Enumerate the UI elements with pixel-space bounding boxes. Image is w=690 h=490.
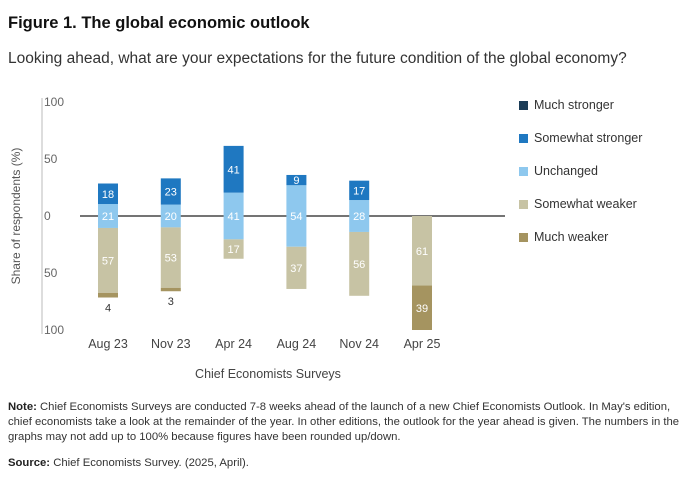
somewhat-stronger-data-label: 23	[165, 186, 177, 198]
somewhat-stronger-data-label: 17	[353, 185, 365, 197]
unchanged-data-label: 54	[290, 211, 302, 223]
somewhat-weaker-data-label: 53	[165, 253, 177, 265]
much-weaker-legend-swatch	[519, 233, 528, 242]
somewhat-stronger-bar	[286, 174, 307, 186]
x-tick-label: Nov 23	[151, 337, 191, 351]
y-axis-title: Share of respondents (%)	[9, 148, 23, 285]
somewhat-weaker-data-label: 57	[102, 255, 114, 267]
unchanged-bar	[160, 204, 181, 228]
chart: 100 50 0 50 100 Share of respondents (%) Aug 2…	[9, 95, 642, 381]
much-stronger-legend-swatch	[519, 101, 528, 110]
somewhat-stronger-data-label: 9	[293, 175, 299, 187]
somewhat-weaker-bar	[412, 216, 432, 286]
x-axis-title: Chief Economists Surveys	[195, 367, 341, 381]
somewhat-weaker-legend-swatch	[519, 200, 528, 209]
somewhat-weaker-data-label: 56	[353, 259, 365, 271]
much-weaker-data-label: 39	[416, 303, 428, 315]
unchanged-bar	[223, 192, 244, 240]
somewhat-weaker-data-label: 17	[227, 244, 239, 256]
y-tick-label: 100	[44, 323, 64, 337]
much-weaker-bar	[160, 287, 181, 292]
unchanged-bar	[286, 185, 307, 247]
figure-title: Figure 1. The global economic outlook	[8, 14, 310, 32]
y-tick-label: 50	[44, 152, 58, 166]
somewhat-stronger-data-label: 41	[227, 164, 239, 176]
somewhat-stronger-legend-swatch	[519, 134, 528, 143]
y-tick-label: 50	[44, 266, 58, 280]
somewhat-stronger-bar	[98, 183, 118, 205]
somewhat-weaker-data-label: 61	[416, 246, 428, 258]
source-text: Chief Economists Survey. (2025, April).	[53, 457, 249, 469]
chart-source: Source: Chief Economists Survey. (2025, …	[8, 457, 249, 469]
y-tick-label: 100	[44, 95, 64, 109]
somewhat-stronger-data-label: 18	[102, 189, 114, 201]
unchanged-legend-swatch	[519, 167, 528, 176]
much-weaker-data-label: 4	[105, 303, 111, 315]
chart-bars: 21 18 57 4 20 23 53 3 41 41 17 54 9 37 28 17 56 61 39	[98, 145, 432, 330]
chart-note: Note: Chief Economists Surveys are condu…	[8, 400, 684, 445]
much-weaker-data-label: 3	[168, 296, 174, 308]
somewhat-stronger-bar	[223, 145, 244, 193]
x-tick-label: Apr 25	[404, 337, 441, 351]
somewhat-stronger-bar	[349, 180, 370, 201]
note-label: Note:	[8, 401, 37, 413]
unchanged-data-label: 21	[102, 211, 114, 223]
somewhat-weaker-bar	[160, 227, 181, 288]
somewhat-weaker-legend-label: Somewhat weaker	[534, 197, 637, 211]
somewhat-weaker-bar	[98, 227, 118, 293]
note-text: Chief Economists Surveys are conducted 7…	[8, 401, 680, 443]
somewhat-weaker-bar	[286, 246, 307, 289]
y-tick-label: 0	[44, 209, 51, 223]
x-tick-label: Aug 23	[88, 337, 128, 351]
much-weaker-bar	[412, 285, 432, 330]
chart-legend: Much stronger Somewhat stronger Unchanged S…	[519, 98, 642, 244]
x-tick-label: Apr 24	[215, 337, 252, 351]
much-weaker-bar	[98, 292, 118, 298]
figure-subtitle: Looking ahead, what are your expectation…	[8, 50, 627, 67]
x-tick-label: Aug 24	[277, 337, 317, 351]
somewhat-stronger-legend-label: Somewhat stronger	[534, 131, 642, 145]
unchanged-data-label: 20	[165, 211, 177, 223]
somewhat-weaker-data-label: 37	[290, 263, 302, 275]
unchanged-data-label: 41	[227, 211, 239, 223]
unchanged-bar	[349, 200, 370, 232]
much-weaker-legend-label: Much weaker	[534, 230, 608, 244]
unchanged-data-label: 28	[353, 211, 365, 223]
unchanged-bar	[98, 204, 118, 228]
somewhat-stronger-bar	[160, 178, 181, 205]
unchanged-legend-label: Unchanged	[534, 164, 598, 178]
somewhat-weaker-bar	[349, 231, 370, 296]
somewhat-weaker-bar	[223, 239, 244, 259]
x-tick-label: Nov 24	[339, 337, 379, 351]
source-label: Source:	[8, 457, 51, 469]
much-stronger-legend-label: Much stronger	[534, 98, 614, 112]
